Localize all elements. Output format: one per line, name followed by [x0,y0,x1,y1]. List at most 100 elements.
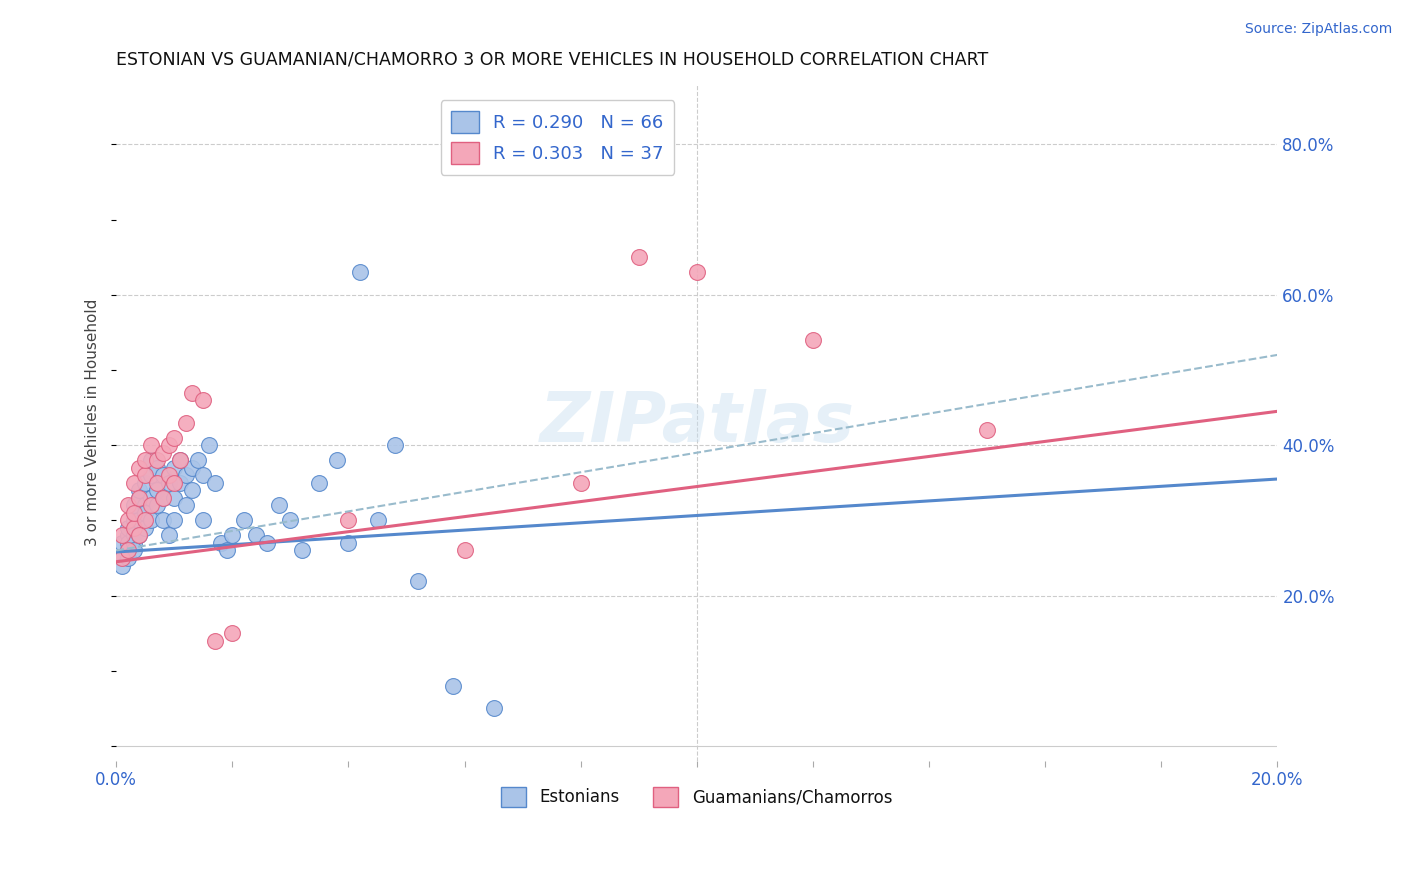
Point [122,521,145,535]
Point [482,701,505,715]
Point [122,475,145,490]
Point [209,536,232,550]
Point [117,536,139,550]
Point [117,543,139,558]
Point [134,453,156,467]
Point [157,468,180,483]
Point [204,633,226,648]
Point [134,475,156,490]
Point [152,491,174,505]
Point [152,468,174,483]
Point [134,468,156,483]
Point [128,491,150,505]
Point [117,551,139,566]
Point [384,438,406,452]
Point [134,521,156,535]
Text: Source: ZipAtlas.com: Source: ZipAtlas.com [1244,22,1392,37]
Point [326,453,349,467]
Point [180,460,202,475]
Point [441,679,464,693]
Point [122,513,145,527]
Point [122,506,145,520]
Point [453,543,475,558]
Point [111,558,134,573]
Point [157,475,180,490]
Point [308,475,330,490]
Point [128,528,150,542]
Point [233,513,256,527]
Point [139,513,162,527]
Point [152,513,174,527]
Point [291,543,314,558]
Point [117,543,139,558]
Point [367,513,389,527]
Point [163,431,186,445]
Point [152,445,174,459]
Point [221,626,243,640]
Point [157,528,180,542]
Point [146,483,169,498]
Point [134,506,156,520]
Point [163,475,186,490]
Point [627,250,650,264]
Point [139,468,162,483]
Point [180,385,202,400]
Point [122,543,145,558]
Text: ZIPatlas: ZIPatlas [540,389,855,456]
Point [111,536,134,550]
Point [134,499,156,513]
Point [122,499,145,513]
Point [128,513,150,527]
Point [193,513,215,527]
Point [128,483,150,498]
Point [139,499,162,513]
Text: ESTONIAN VS GUAMANIAN/CHAMORRO 3 OR MORE VEHICLES IN HOUSEHOLD CORRELATION CHART: ESTONIAN VS GUAMANIAN/CHAMORRO 3 OR MORE… [117,51,988,69]
Point [128,491,150,505]
Point [134,513,156,527]
Point [122,528,145,542]
Point [122,506,145,520]
Point [139,453,162,467]
Point [117,528,139,542]
Point [117,513,139,527]
Point [169,475,191,490]
Point [163,491,186,505]
Point [169,453,191,467]
Point [256,536,278,550]
Point [146,453,169,467]
Point [163,460,186,475]
Point [976,423,998,437]
Point [193,392,215,407]
Point [198,438,221,452]
Point [111,551,134,566]
Point [245,528,267,542]
Point [146,460,169,475]
Point [117,521,139,535]
Y-axis label: 3 or more Vehicles in Household: 3 or more Vehicles in Household [86,299,100,546]
Point [174,499,197,513]
Point [406,574,429,588]
Point [146,475,169,490]
Point [111,528,134,542]
Point [169,453,191,467]
Point [122,536,145,550]
Point [801,333,824,347]
Point [128,460,150,475]
Point [686,265,709,279]
Point [174,416,197,430]
Point [569,475,592,490]
Legend: Estonians, Guamanians/Chamorros: Estonians, Guamanians/Chamorros [495,780,898,814]
Point [193,468,215,483]
Point [111,551,134,566]
Point [128,528,150,542]
Point [221,528,243,542]
Point [337,513,360,527]
Point [337,536,360,550]
Point [187,453,209,467]
Point [139,438,162,452]
Point [204,475,226,490]
Point [267,499,290,513]
Point [117,499,139,513]
Point [146,499,169,513]
Point [163,513,186,527]
